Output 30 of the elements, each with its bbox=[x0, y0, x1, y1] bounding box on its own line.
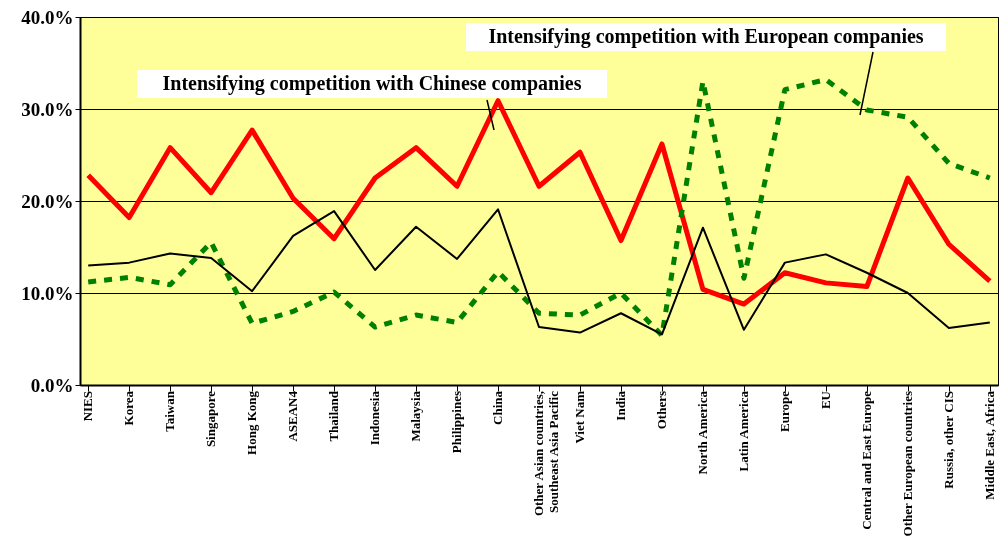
x-tick-label: Malaysia bbox=[408, 390, 424, 442]
x-tick-label: Other European countries bbox=[899, 391, 915, 537]
x-tick-label: NIES bbox=[80, 391, 96, 422]
x-tick-label: Europe bbox=[776, 390, 792, 432]
x-tick-label: Central and East Europe bbox=[858, 390, 874, 530]
x-tick-label: Singapore bbox=[203, 390, 219, 448]
x-tick-label: China bbox=[490, 390, 506, 425]
x-tick-label: North America bbox=[694, 390, 710, 475]
x-tick-label: India bbox=[612, 390, 628, 421]
x-tick-label: ASEAN4 bbox=[285, 390, 301, 442]
x-tick-label: Viet Nam bbox=[571, 390, 587, 444]
x-tick-label: Latin America bbox=[735, 390, 751, 472]
y-tick-label: 0.0% bbox=[30, 374, 74, 396]
x-tick-label: Hong Kong bbox=[244, 390, 260, 455]
x-tick-label: Others bbox=[653, 391, 669, 430]
text: Intensifying competition with European companies bbox=[488, 25, 924, 48]
text: Intensifying competition with Chinese companies bbox=[162, 72, 582, 95]
x-tick-label: Thailand bbox=[326, 390, 342, 442]
x-tick-label: EU bbox=[817, 390, 833, 410]
x-tick-label: Russia, other CIS bbox=[940, 391, 956, 489]
x-tick-label: Taiwan bbox=[162, 390, 178, 432]
y-tick-label: 40.0% bbox=[21, 6, 74, 28]
x-tick-label: Korea bbox=[121, 390, 137, 426]
x-tick-label: Indonesia bbox=[367, 390, 383, 446]
x-tick-label: Middle East, Africa bbox=[981, 390, 997, 500]
x-tick-label: Philippines bbox=[449, 391, 465, 454]
y-tick-label: 30.0% bbox=[21, 98, 74, 120]
y-tick-label: 10.0% bbox=[21, 282, 74, 304]
x-tick-label: Other Asian countries, Southeast Asia Pacific bbox=[531, 390, 561, 517]
y-tick-label: 20.0% bbox=[21, 190, 74, 212]
